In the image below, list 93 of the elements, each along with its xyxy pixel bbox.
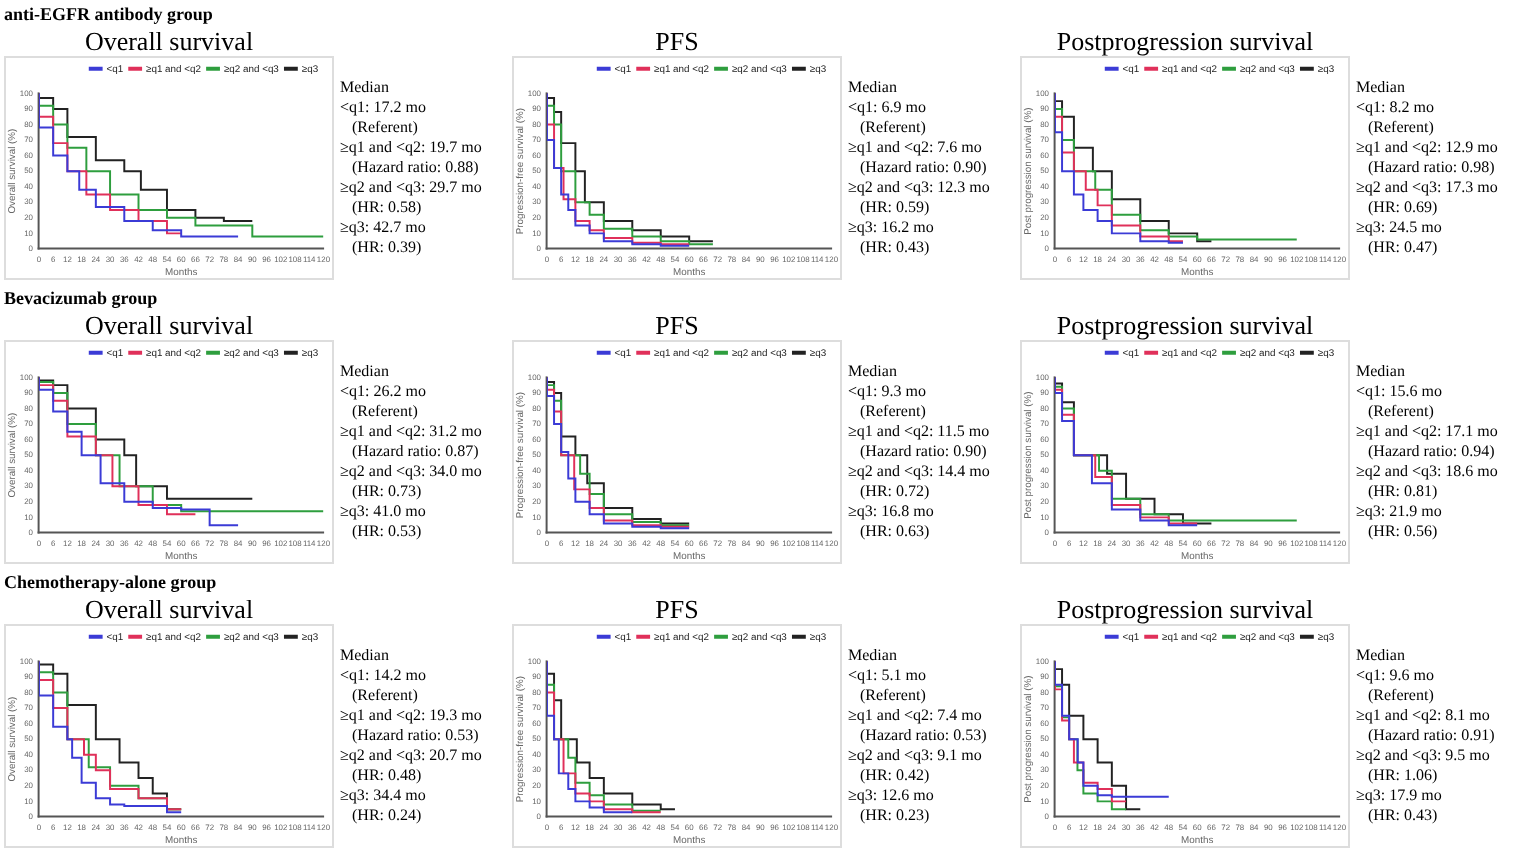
text: (Hazard ratio: 0.98) <box>1366 158 1497 178</box>
chart-title: Overall survival <box>82 310 256 340</box>
text: ≥q1 and <q2: 7.4 mo <box>848 706 984 726</box>
text: ≥q2 and <q3: 9.1 mo <box>848 746 984 766</box>
text: ≥q3: 16.8 mo <box>848 502 936 522</box>
text: ≥q3: 21.9 mo <box>1356 502 1444 522</box>
text: (HR: 0.24) <box>350 806 424 826</box>
text: ≥q1 and <q2: 31.2 mo <box>340 422 482 442</box>
text: ≥q2 and <q3: 29.7 mo <box>340 178 482 198</box>
text: <q1: 15.6 mo <box>1356 382 1444 402</box>
text: (Referent) <box>350 118 420 138</box>
text: Median <box>340 646 391 666</box>
text: ≥q3: 34.4 mo <box>340 786 428 806</box>
chart-title: Postprogression survival <box>1054 310 1316 340</box>
text: (Referent) <box>1366 118 1436 138</box>
chart-title: PFS <box>653 310 701 340</box>
text: ≥q2 and <q3: 20.7 mo <box>340 746 482 766</box>
text: ≥q2 and <q3: 17.3 mo <box>1356 178 1498 198</box>
text: <q1: 5.1 mo <box>848 666 928 686</box>
text: ≥q3: 16.2 mo <box>848 218 936 238</box>
text: Median <box>848 362 899 382</box>
text: Median <box>1356 78 1407 98</box>
chart-title: Postprogression survival <box>1054 26 1316 56</box>
text: ≥q1 and <q2: 8.1 mo <box>1356 706 1492 726</box>
text: ≥q3: 42.7 mo <box>340 218 428 238</box>
text: ≥q1 and <q2: 12.9 mo <box>1356 138 1498 158</box>
text: (HR: 1.06) <box>1366 766 1440 786</box>
chart-subtitle: anti-EGFR antibody group <box>4 4 215 26</box>
text: (Hazard ratio: 0.90) <box>858 442 989 462</box>
text: (HR: 0.48) <box>350 766 424 786</box>
text: (Referent) <box>858 402 928 422</box>
text: <q1: 26.2 mo <box>340 382 428 402</box>
chart-title: PFS <box>653 594 701 624</box>
chart-title: Overall survival <box>82 594 256 624</box>
text: ≥q1 and <q2: 17.1 mo <box>1356 422 1498 442</box>
text: Median <box>848 646 899 666</box>
text: (HR: 0.56) <box>1366 522 1440 542</box>
text: (Hazard ratio: 0.91) <box>1366 726 1495 746</box>
text: (Hazard ratio: 0.53) <box>350 726 481 746</box>
text: (Hazard ratio: 0.94) <box>1366 442 1497 462</box>
text: <q1: 9.6 mo <box>1356 666 1436 686</box>
text: (HR: 0.63) <box>858 522 932 542</box>
text: (Referent) <box>1366 402 1436 422</box>
text: ≥q3: 12.6 mo <box>848 786 936 806</box>
text: Median <box>340 362 391 382</box>
chart-subtitle: Bevacizumab group <box>4 288 160 310</box>
text: ≥q2 and <q3: 14.4 mo <box>848 462 990 482</box>
text: (Hazard ratio: 0.87) <box>350 442 481 462</box>
text: (HR: 0.47) <box>1366 238 1440 258</box>
text: (HR: 0.72) <box>858 482 932 502</box>
text: (HR: 0.43) <box>858 238 932 258</box>
text: (HR: 0.73) <box>350 482 424 502</box>
text: Median <box>848 78 899 98</box>
text: ≥q2 and <q3: 18.6 mo <box>1356 462 1498 482</box>
text: (HR: 0.53) <box>350 522 424 542</box>
text: ≥q2 and <q3: 34.0 mo <box>340 462 482 482</box>
text: Median <box>1356 646 1407 666</box>
text: (Referent) <box>858 118 928 138</box>
text: ≥q1 and <q2: 7.6 mo <box>848 138 984 158</box>
text: <q1: 8.2 mo <box>1356 98 1436 118</box>
chart-title: PFS <box>653 26 701 56</box>
text: (HR: 0.43) <box>1366 806 1440 826</box>
text: (Hazard ratio: 0.53) <box>858 726 987 746</box>
text: Median <box>1356 362 1407 382</box>
text: ≥q3: 41.0 mo <box>340 502 428 522</box>
text: (HR: 0.42) <box>858 766 932 786</box>
text: <q1: 17.2 mo <box>340 98 428 118</box>
text: (Hazard ratio: 0.88) <box>350 158 481 178</box>
text: (HR: 0.81) <box>1366 482 1440 502</box>
text: (Referent) <box>1366 686 1436 706</box>
text: (HR: 0.58) <box>350 198 424 218</box>
text: ≥q3: 17.9 mo <box>1356 786 1444 806</box>
text: <q1: 14.2 mo <box>340 666 428 686</box>
text: (Referent) <box>350 402 420 422</box>
text: (Referent) <box>858 686 928 706</box>
text: ≥q3: 24.5 mo <box>1356 218 1444 238</box>
text: <q1: 6.9 mo <box>848 98 928 118</box>
chart-title: Postprogression survival <box>1054 594 1316 624</box>
text: (Referent) <box>350 686 420 706</box>
text: (HR: 0.59) <box>858 198 932 218</box>
text: Median <box>340 78 391 98</box>
chart-subtitle: Chemotherapy-alone group <box>4 572 219 594</box>
text: (HR: 0.39) <box>350 238 424 258</box>
text: (HR: 0.23) <box>858 806 932 826</box>
chart-title: Overall survival <box>82 26 256 56</box>
text: (HR: 0.69) <box>1366 198 1440 218</box>
text: ≥q1 and <q2: 11.5 mo <box>848 422 990 442</box>
text: ≥q2 and <q3: 9.5 mo <box>1356 746 1492 766</box>
text: ≥q2 and <q3: 12.3 mo <box>848 178 990 198</box>
text: <q1: 9.3 mo <box>848 382 928 402</box>
text: (Hazard ratio: 0.90) <box>858 158 989 178</box>
text: ≥q1 and <q2: 19.7 mo <box>340 138 482 158</box>
text: ≥q1 and <q2: 19.3 mo <box>340 706 482 726</box>
